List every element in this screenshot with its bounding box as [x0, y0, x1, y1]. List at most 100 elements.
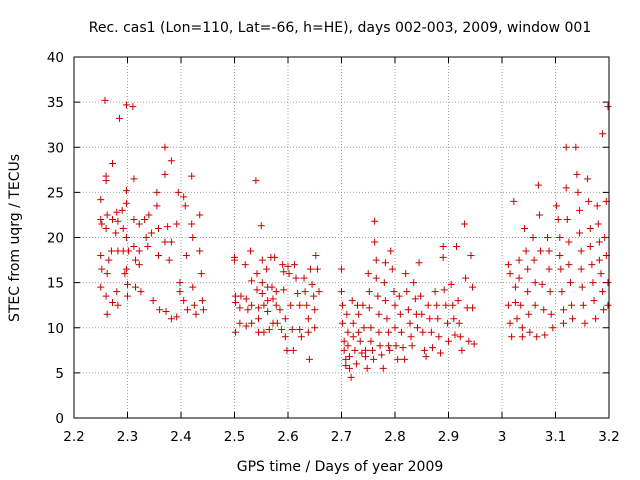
data-point: [161, 170, 169, 178]
data-point: [255, 315, 263, 323]
data-point: [284, 262, 292, 270]
data-point: [271, 253, 279, 261]
data-point: [579, 301, 587, 309]
data-point: [114, 301, 122, 309]
data-point: [372, 274, 380, 282]
data-point: [454, 297, 462, 305]
data-point: [565, 238, 573, 246]
data-point: [109, 298, 117, 306]
data-point: [370, 355, 378, 363]
data-point: [149, 297, 157, 305]
data-point: [176, 288, 184, 296]
data-point: [344, 342, 352, 350]
data-point: [236, 304, 244, 312]
data-point: [535, 211, 543, 219]
data-point: [391, 324, 399, 332]
data-point: [419, 328, 427, 336]
x-tick-label: 2.4: [170, 429, 191, 445]
data-point: [236, 319, 244, 327]
data-point: [315, 288, 323, 296]
data-point: [371, 217, 379, 225]
data-point: [372, 256, 380, 264]
data-point: [115, 114, 123, 122]
x-tick-label: 2.9: [438, 429, 459, 445]
data-point: [248, 301, 256, 309]
data-point: [122, 234, 130, 241]
data-point: [122, 265, 130, 273]
data-point: [545, 265, 553, 273]
data-point: [604, 301, 612, 309]
data-point: [408, 342, 416, 350]
data-point: [546, 288, 554, 296]
data-point: [349, 333, 357, 341]
data-point: [265, 326, 273, 334]
y-tick-label: 5: [55, 366, 64, 382]
data-point: [122, 101, 130, 109]
data-point: [114, 217, 122, 225]
data-point: [313, 265, 321, 273]
data-point: [508, 333, 516, 341]
data-point: [105, 256, 113, 264]
data-point: [272, 288, 280, 296]
data-point: [340, 346, 348, 354]
data-point: [173, 220, 181, 228]
data-point: [258, 279, 266, 287]
y-tick-label: 35: [47, 95, 64, 111]
data-point: [144, 243, 152, 251]
data-point: [189, 234, 197, 241]
data-point: [174, 188, 182, 196]
data-point: [199, 306, 207, 314]
data-point: [462, 274, 470, 282]
data-point: [533, 333, 541, 341]
data-point: [156, 306, 164, 314]
data-point: [253, 270, 261, 278]
data-point: [374, 292, 382, 300]
data-point: [346, 353, 354, 361]
data-point: [588, 261, 596, 269]
data-point: [148, 229, 156, 237]
data-point: [97, 196, 105, 204]
data-point: [397, 328, 405, 336]
data-point: [557, 265, 565, 273]
data-point: [167, 315, 175, 323]
data-point: [102, 177, 110, 185]
data-point: [524, 265, 532, 273]
data-point: [506, 319, 514, 327]
data-point: [142, 234, 150, 241]
data-point: [347, 373, 355, 381]
data-point: [303, 301, 311, 309]
y-tick-label: 40: [47, 50, 64, 66]
data-point: [145, 211, 153, 219]
grid-lines: [74, 57, 609, 418]
data-point: [360, 324, 368, 332]
data-point: [312, 252, 320, 260]
data-point: [180, 297, 188, 305]
data-point: [562, 184, 570, 192]
data-point: [600, 306, 608, 314]
data-point: [276, 306, 284, 314]
x-tick-label: 2.2: [63, 429, 84, 445]
data-point: [188, 220, 196, 228]
data-point: [358, 349, 366, 357]
data-point: [260, 301, 268, 309]
data-point: [198, 297, 206, 305]
data-point: [381, 297, 389, 305]
data-point: [586, 224, 594, 232]
data-point: [554, 215, 562, 223]
data-point: [445, 337, 452, 345]
data-point: [518, 333, 526, 341]
data-point: [506, 270, 514, 278]
data-point: [431, 288, 439, 296]
data-point: [470, 340, 478, 348]
data-point: [292, 274, 300, 282]
data-point: [122, 187, 130, 195]
x-tick-label: 2.5: [224, 429, 245, 445]
data-point: [420, 346, 428, 354]
data-point: [399, 344, 407, 352]
data-point: [569, 315, 577, 323]
data-point: [346, 364, 354, 372]
data-point: [196, 247, 204, 255]
data-point: [103, 270, 111, 278]
data-point: [469, 304, 477, 312]
